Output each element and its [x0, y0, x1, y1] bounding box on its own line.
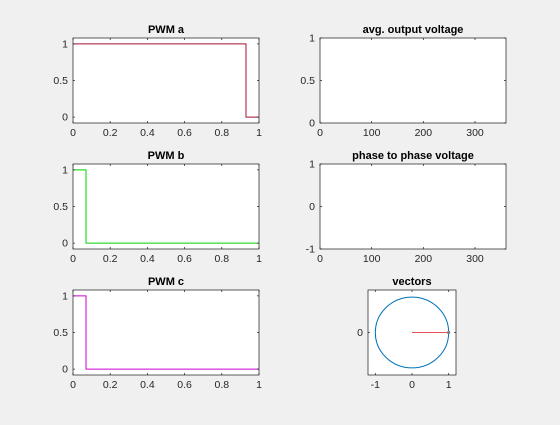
pwm-c-xtick-label: 0 [70, 379, 76, 391]
pwm-b-axes: PWM b 0 0.2 0.4 0.6 0.8 1 0 0.5 1 [53, 150, 262, 265]
avg-output-voltage-ytick-label: 0.5 [300, 75, 315, 87]
vectors-title: vectors [392, 276, 431, 288]
pwm-c-data-layer [73, 295, 259, 370]
pwm-b-ytick-label: 1 [62, 164, 68, 176]
pwm-a-plot-area [72, 37, 260, 124]
phase-to-phase-voltage-xtick-label: 300 [466, 253, 484, 265]
pwm-b-xtick-label: 0 [70, 253, 76, 265]
pwm-c-series-0-line [73, 295, 259, 370]
pwm-b-xtick-label: 1 [256, 253, 262, 265]
pwm-c-plot-area [72, 289, 260, 376]
pwm-a-ytick-label: 0.5 [53, 75, 68, 87]
pwm-b-xtick-label: 0.2 [103, 253, 118, 265]
pwm-a-xtick-label: 1 [256, 127, 262, 139]
avg-output-voltage-xtick-label: 300 [466, 127, 484, 139]
pwm-a-xtick-label: 0.2 [103, 127, 118, 139]
pwm-a-xtick-label: 0 [70, 127, 76, 139]
pwm-b-ytick-label: 0.5 [53, 201, 68, 213]
pwm-c-title: PWM c [148, 276, 184, 288]
vectors-ytick-label: 0 [357, 327, 363, 339]
phase-to-phase-voltage-ytick-label: 1 [309, 159, 315, 171]
vectors-vector-tip-point [447, 330, 451, 335]
pwm-a-series-0-line [73, 43, 259, 118]
avg-output-voltage-title: avg. output voltage [363, 24, 464, 36]
pwm-b-xtick-label: 0.6 [177, 253, 192, 265]
pwm-c-ytick-label: 1 [62, 290, 68, 302]
pwm-b-xtick-label: 0.4 [140, 253, 155, 265]
pwm-c-axes: PWM c 0 0.2 0.4 0.6 0.8 1 0 0.5 1 [53, 276, 262, 391]
vectors-xtick-label: 1 [446, 379, 452, 391]
phase-to-phase-voltage-xtick-label: 200 [415, 253, 433, 265]
vectors-axes: vectors -1 0 1 0 [357, 276, 457, 391]
vectors-xtick-label: -1 [371, 379, 380, 391]
phase-to-phase-voltage-ytick-label: -1 [306, 244, 315, 256]
pwm-a-title: PWM a [148, 24, 185, 36]
pwm-b-data-layer [73, 169, 259, 244]
pwm-c-ytick-label: 0.5 [53, 327, 68, 339]
phase-to-phase-voltage-ytick-label: 0 [309, 201, 315, 213]
phase-to-phase-voltage-title: phase to phase voltage [352, 150, 474, 162]
pwm-a-xtick-label: 0.8 [214, 127, 229, 139]
phase-to-phase-voltage-xtick-label: 0 [317, 253, 323, 265]
avg-output-voltage-ytick-label: 0 [309, 118, 315, 130]
phase-to-phase-voltage-xtick-label: 100 [363, 253, 381, 265]
pwm-a-ytick-label: 0 [62, 112, 68, 124]
vectors-data-layer [374, 296, 451, 369]
pwm-c-xtick-label: 0.6 [177, 379, 192, 391]
pwm-c-xtick-label: 0.4 [140, 379, 155, 391]
pwm-b-title: PWM b [148, 150, 185, 162]
pwm-c-xtick-label: 0.2 [103, 379, 118, 391]
pwm-b-ytick-label: 0 [62, 238, 68, 250]
avg-output-voltage-xtick-label: 0 [317, 127, 323, 139]
pwm-a-xtick-label: 0.6 [177, 127, 192, 139]
avg-output-voltage-xtick-label: 200 [415, 127, 433, 139]
pwm-a-data-layer [73, 43, 259, 118]
pwm-b-plot-area [72, 163, 260, 250]
pwm-a-ytick-label: 1 [62, 38, 68, 50]
avg-output-voltage-xtick-label: 100 [363, 127, 381, 139]
vectors-xtick-label: 0 [409, 379, 415, 391]
pwm-c-ytick-label: 0 [62, 364, 68, 376]
pwm-a-xtick-label: 0.4 [140, 127, 155, 139]
pwm-b-series-0-line [73, 169, 259, 244]
pwm-a-axes: PWM a 0 0.2 0.4 0.6 0.8 1 0 0.5 1 [53, 24, 262, 139]
pwm-c-xtick-label: 1 [256, 379, 262, 391]
avg-output-voltage-ytick-label: 1 [309, 33, 315, 45]
avg-output-voltage-axes: avg. output voltage 0 100 200 300 0 0.5 1 [300, 24, 507, 139]
pwm-c-xtick-label: 0.8 [214, 379, 229, 391]
avg-output-voltage-plot-area [319, 37, 507, 124]
pwm-b-xtick-label: 0.8 [214, 253, 229, 265]
phase-to-phase-voltage-plot-area [319, 163, 507, 250]
